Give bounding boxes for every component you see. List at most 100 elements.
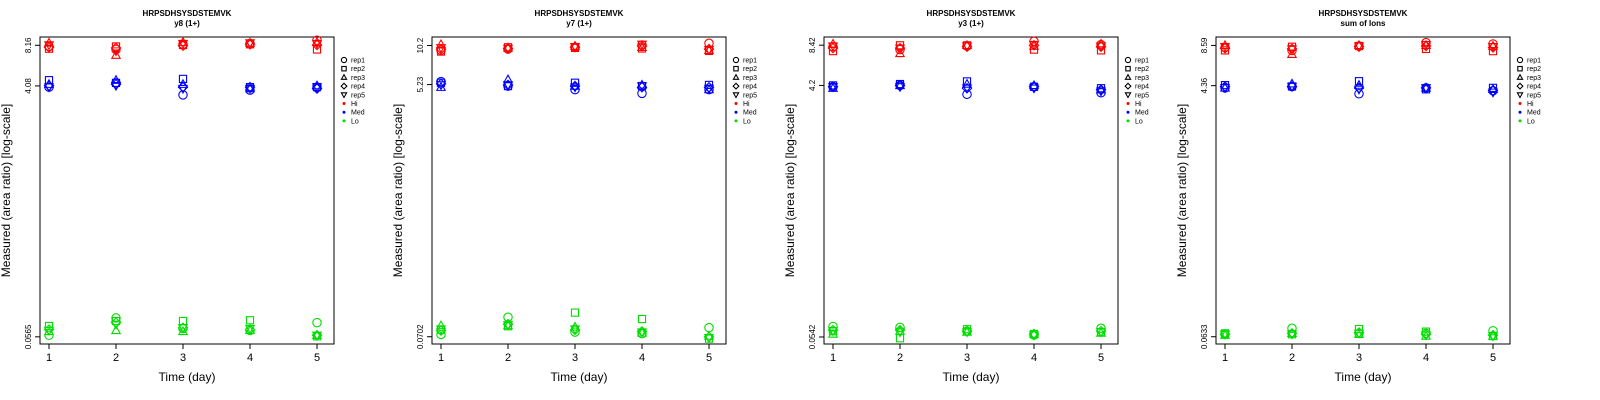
chart-subtitle: sum of Ions [1341,19,1386,28]
data-point-med-rep3 [177,78,189,88]
legend-marker-rep4 [1124,82,1132,90]
legend-marker-rep3 [340,73,348,80]
data-point-hi-rep2 [1220,46,1230,55]
legend-label-rep4: rep4 [743,84,757,91]
data-point-hi-rep4 [827,42,839,54]
x-tick-label: 3 [1356,352,1362,364]
data-point-med-rep5 [1219,84,1231,94]
data-point-lo-rep5 [569,325,581,335]
data-point-hi-rep3 [435,38,447,49]
data-point-lo-rep3 [110,324,122,335]
legend-marker-med [1126,110,1130,114]
data-point-lo-rep5 [894,328,906,338]
data-point-med-rep5 [1095,87,1107,97]
data-point-med-rep5 [703,84,715,94]
data-point-lo-rep5 [1286,330,1298,340]
data-point-hi-rep5 [1487,43,1499,53]
data-point-lo-rep5 [502,321,514,331]
legend-label-hi: Hi [1527,101,1534,108]
legend-marker-rep1 [1124,56,1132,64]
x-tick-label: 4 [639,352,645,364]
data-point-hi-rep4 [43,41,55,53]
x-tick-label: 5 [314,352,320,364]
data-point-hi-rep3 [311,36,323,46]
y-axis-label: Measured (area ratio) [log-scale] [783,104,797,277]
data-point-hi-rep5 [636,40,648,50]
data-point-med-rep5 [43,83,55,93]
legend-marker-rep5 [1516,92,1524,99]
x-tick-label: 4 [1423,352,1429,364]
data-point-lo-rep1 [570,327,580,337]
data-point-lo-rep5 [1487,332,1499,342]
legend-marker-hi [342,102,346,105]
x-tick-label: 2 [897,352,903,364]
legend-marker-rep5 [340,92,348,99]
legend-label-rep4: rep4 [1527,84,1541,91]
legend-label-lo: Lo [743,118,751,125]
legend-label-hi: Hi [743,101,750,108]
legend-label-rep3: rep3 [743,75,757,82]
legend-marker-rep5 [1124,92,1132,99]
x-tick-label: 2 [505,352,511,364]
data-point-med-rep5 [894,83,906,93]
data-point-lo-rep5 [961,328,973,338]
legend-marker-rep3 [732,73,740,80]
legend-marker-rep2 [341,65,347,72]
data-point-hi-rep4 [177,40,189,52]
plot-area [39,36,335,345]
data-point-lo-rep1 [1096,323,1106,334]
x-tick-label: 1 [438,352,444,364]
data-point-med-rep5 [1286,82,1298,93]
y-axis-label: Measured (area ratio) [log-scale] [1175,104,1189,277]
x-tick-label: 5 [1098,352,1104,364]
legend-label-rep3: rep3 [351,75,365,82]
data-point-med-rep5 [1487,88,1499,98]
data-point-hi-rep4 [636,40,648,52]
chart-title: HRPSDHSYSDSTEMVK [535,9,624,18]
legend-marker-rep1 [1516,56,1524,64]
data-point-hi-rep5 [1028,40,1040,51]
data-point-hi-rep5 [1219,43,1231,53]
data-point-med-rep5 [569,83,581,93]
data-point-lo-rep5 [435,325,447,335]
data-point-lo-rep5 [244,324,256,335]
data-point-med-rep2 [1354,77,1364,86]
data-point-lo-rep2 [637,314,647,324]
data-point-med-rep2 [570,78,580,87]
legend-marker-hi [1126,102,1130,105]
data-point-hi-rep5 [703,45,715,56]
plot-area [431,36,727,345]
data-point-med-rep3 [311,80,323,90]
legend-marker-med [342,110,346,114]
data-point-lo-rep3 [1286,327,1298,338]
data-point-lo-rep3 [1028,328,1040,338]
data-point-hi-rep1 [1421,37,1431,48]
data-point-lo-rep3 [435,320,447,330]
data-point-hi-rep5 [1353,42,1365,52]
data-point-med-rep5 [311,83,323,93]
data-point-hi-rep5 [110,47,122,57]
x-tick-label: 1 [1222,352,1228,364]
data-point-med-rep1 [178,90,188,100]
data-point-med-rep5 [827,83,839,93]
data-point-hi-rep3 [177,36,189,46]
legend-label-med: Med [1527,110,1541,117]
data-point-med-rep5 [435,81,447,91]
chart-subtitle: y3 (1+) [958,19,984,28]
legend-label-rep4: rep4 [351,84,365,91]
data-point-med-rep3 [1353,79,1365,89]
data-point-med-rep3 [961,78,973,88]
chart-title: HRPSDHSYSDSTEMVK [1319,9,1408,18]
data-point-hi-rep3 [894,47,906,58]
legend-marker-rep3 [1124,73,1132,80]
data-point-lo-rep2 [245,316,255,325]
data-point-hi-rep5 [961,42,973,52]
x-tick-label: 1 [830,352,836,364]
data-point-hi-rep5 [827,42,839,52]
legend-label-lo: Lo [1135,118,1143,125]
data-point-hi-rep1 [436,45,446,56]
legend-label-rep5: rep5 [1135,92,1149,99]
data-point-med-rep5 [636,82,648,92]
x-tick-label: 3 [964,352,970,364]
y-tick-label: 4.2 [808,79,817,91]
